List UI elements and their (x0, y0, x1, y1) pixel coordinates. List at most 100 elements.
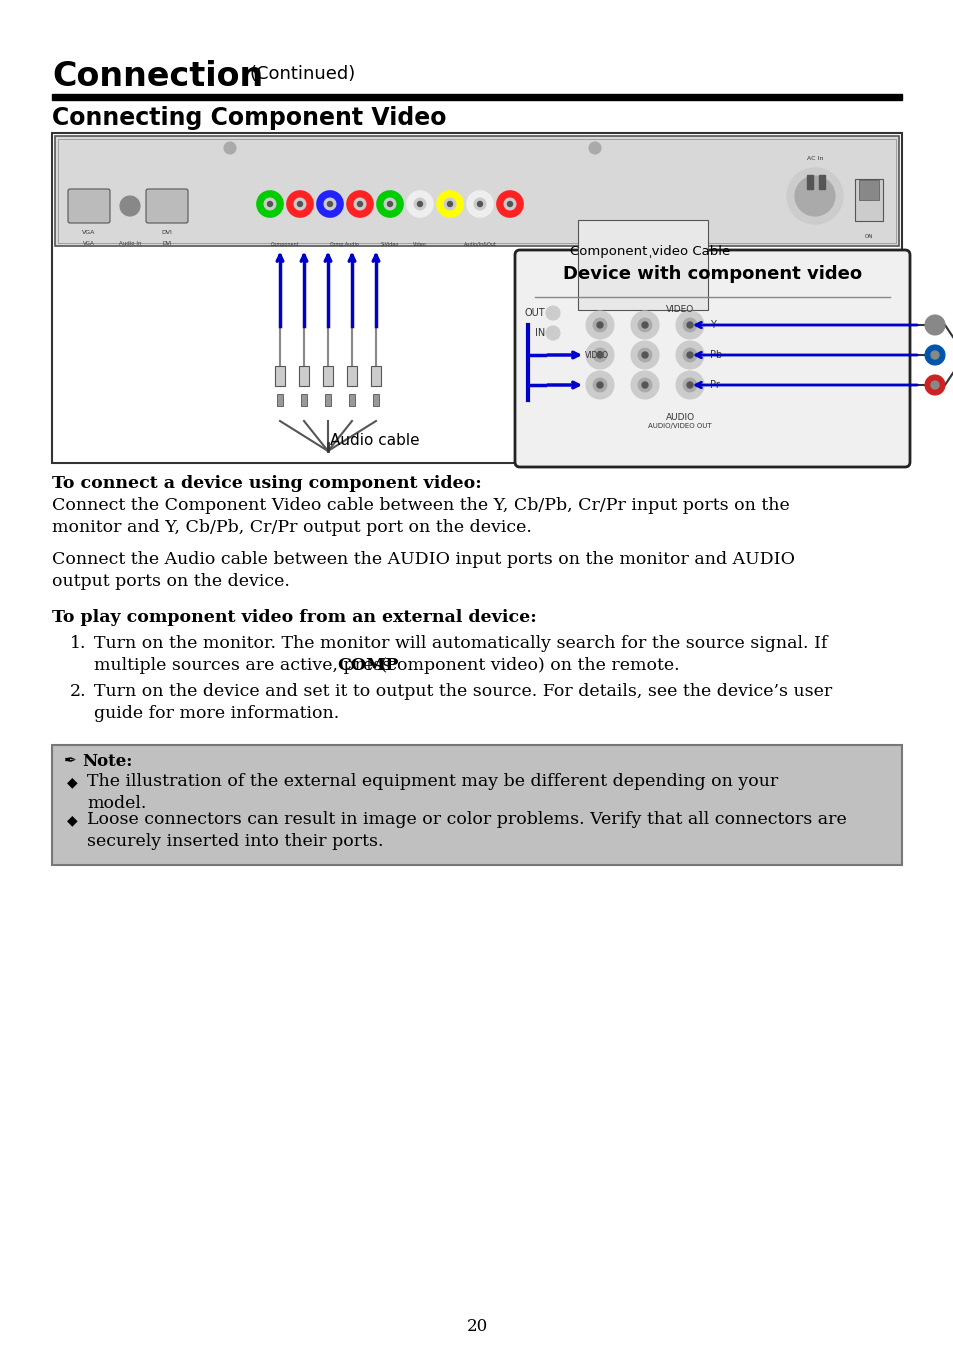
Text: Audio cable: Audio cable (330, 433, 419, 448)
Circle shape (597, 352, 602, 358)
Circle shape (630, 310, 659, 339)
Circle shape (682, 319, 697, 332)
Bar (578, 220, 707, 310)
Circle shape (224, 142, 235, 154)
Text: Device with component video: Device with component video (562, 265, 862, 284)
Circle shape (630, 371, 659, 400)
Circle shape (930, 321, 938, 329)
Text: Video: Video (413, 242, 426, 247)
Circle shape (641, 382, 647, 387)
Text: IN: IN (535, 328, 544, 338)
Circle shape (924, 315, 944, 335)
Circle shape (641, 352, 647, 358)
Circle shape (407, 190, 433, 217)
Circle shape (503, 198, 516, 211)
Text: Comp.Audio: Comp.Audio (330, 242, 359, 247)
Circle shape (357, 201, 362, 207)
Circle shape (376, 190, 402, 217)
Circle shape (794, 176, 834, 216)
Circle shape (414, 198, 426, 211)
FancyBboxPatch shape (515, 250, 909, 467)
Text: COMP: COMP (336, 657, 398, 674)
Circle shape (676, 310, 703, 339)
Circle shape (638, 378, 651, 392)
Text: Pb: Pb (709, 350, 721, 360)
Text: Component: Component (271, 242, 299, 247)
Circle shape (676, 342, 703, 369)
Text: model.: model. (87, 795, 146, 811)
Circle shape (630, 342, 659, 369)
Text: output ports on the device.: output ports on the device. (52, 572, 290, 590)
Circle shape (287, 190, 313, 217)
Circle shape (682, 348, 697, 362)
Circle shape (638, 319, 651, 332)
Bar (52, 95, 901, 100)
Text: (component video) on the remote.: (component video) on the remote. (375, 657, 679, 674)
Text: Audio In: Audio In (118, 242, 141, 246)
Text: VGA: VGA (82, 231, 95, 235)
Circle shape (354, 198, 366, 211)
Text: OUT: OUT (524, 308, 544, 319)
Text: ◆: ◆ (67, 813, 77, 828)
Circle shape (924, 346, 944, 365)
Text: Connect the Audio cable between the AUDIO input ports on the monitor and AUDIO: Connect the Audio cable between the AUDI… (52, 551, 794, 568)
Bar (371, 366, 380, 386)
Circle shape (585, 342, 614, 369)
Circle shape (545, 325, 559, 340)
Bar (323, 366, 333, 386)
Circle shape (387, 201, 392, 207)
Circle shape (686, 352, 692, 358)
Circle shape (588, 142, 600, 154)
Text: DVI: DVI (161, 231, 172, 235)
Circle shape (384, 198, 395, 211)
Text: AUDIO: AUDIO (665, 413, 694, 423)
Text: Turn on the device and set it to output the source. For details, see the device’: Turn on the device and set it to output … (94, 683, 831, 701)
Circle shape (924, 375, 944, 396)
Circle shape (593, 319, 606, 332)
Text: Loose connectors can result in image or color problems. Verify that all connecto: Loose connectors can result in image or … (87, 811, 846, 828)
Circle shape (347, 190, 373, 217)
Text: To connect a device using component video:: To connect a device using component vide… (52, 475, 481, 491)
Circle shape (597, 382, 602, 387)
Text: 2.: 2. (70, 683, 87, 701)
Circle shape (597, 323, 602, 328)
Text: Connection: Connection (52, 59, 263, 93)
Text: S-Video: S-Video (380, 242, 398, 247)
Bar (55, 136, 898, 246)
Circle shape (447, 201, 452, 207)
Text: Audio/In&Out: Audio/In&Out (463, 242, 496, 247)
Circle shape (585, 371, 614, 400)
Circle shape (585, 310, 614, 339)
Text: AC In: AC In (806, 157, 822, 161)
Circle shape (324, 198, 335, 211)
Circle shape (474, 198, 485, 211)
Text: multiple sources are active, press: multiple sources are active, press (94, 657, 396, 674)
Circle shape (316, 190, 343, 217)
Circle shape (256, 190, 283, 217)
Circle shape (676, 371, 703, 400)
Text: Note:: Note: (82, 753, 132, 769)
Circle shape (638, 348, 651, 362)
Bar (276, 394, 283, 406)
Text: VIDEO: VIDEO (584, 351, 608, 359)
Text: DVI: DVI (162, 242, 172, 246)
Circle shape (297, 201, 302, 207)
Circle shape (686, 323, 692, 328)
Bar (349, 394, 355, 406)
Circle shape (327, 201, 333, 207)
Bar (301, 394, 307, 406)
Circle shape (264, 198, 275, 211)
Text: ON: ON (864, 234, 872, 239)
Circle shape (682, 378, 697, 392)
Text: (Continued): (Continued) (250, 65, 355, 82)
Text: Turn on the monitor. The monitor will automatically search for the source signal: Turn on the monitor. The monitor will au… (94, 634, 826, 652)
Bar (52, 745, 901, 865)
Text: 20: 20 (466, 1318, 487, 1335)
Circle shape (593, 348, 606, 362)
Bar (298, 366, 309, 386)
Bar (347, 366, 356, 386)
Bar (274, 366, 285, 386)
Circle shape (436, 190, 462, 217)
Text: Pr: Pr (709, 379, 720, 390)
Text: guide for more information.: guide for more information. (94, 705, 339, 722)
